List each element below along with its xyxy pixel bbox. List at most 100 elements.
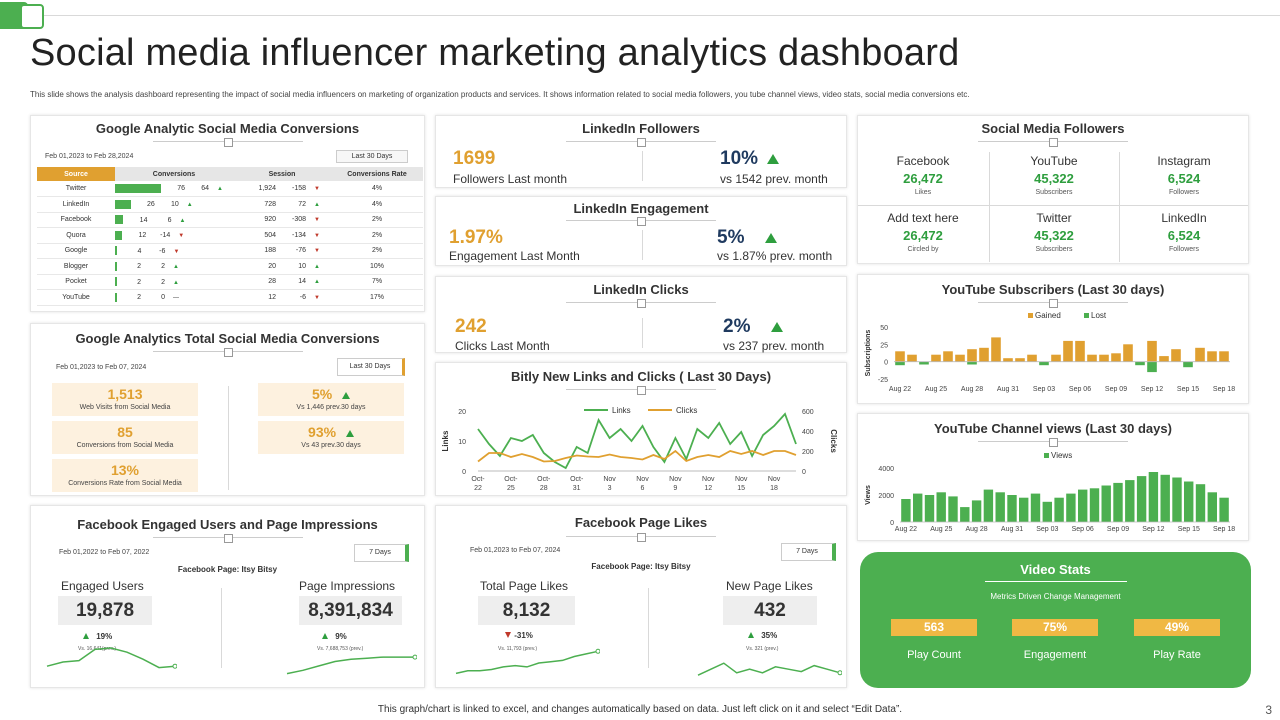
trend-flat-icon: — xyxy=(173,295,179,302)
y-axis-label: Subscriptions xyxy=(865,330,872,377)
col-header-rate: Conversions Rate xyxy=(331,167,423,181)
video-stats-subtitle: Metrics Driven Change Management xyxy=(990,592,1121,601)
x-tick-label: Oct- xyxy=(537,476,551,483)
bar-views xyxy=(1148,472,1159,522)
x-tick-label: Sep 03 xyxy=(1033,386,1055,393)
panel-title: Social Media Followers xyxy=(981,121,1125,136)
legend-label: Clicks xyxy=(676,406,697,415)
panel-title: Google Analytics Total Social Media Conv… xyxy=(75,331,380,346)
legend-label: Links xyxy=(612,406,631,415)
bar-views xyxy=(1066,493,1076,522)
sparkline-end-point xyxy=(595,648,600,654)
x-tick-label: 3 xyxy=(608,485,612,492)
clicks-label: Clicks Last Month xyxy=(455,339,550,353)
divider xyxy=(228,386,229,490)
x-tick-label: 9 xyxy=(673,485,677,492)
period-button[interactable]: 7 Days xyxy=(354,544,409,562)
x-tick-label: Nov xyxy=(768,476,781,483)
x-tick-label: Nov xyxy=(669,476,682,483)
bar-gained xyxy=(1207,351,1217,362)
linkedin-engagement-panel: LinkedIn Engagement 1.97% Engagement Las… xyxy=(435,196,847,266)
series-line-links xyxy=(477,412,797,470)
cell-conv-change: 2 xyxy=(161,263,165,271)
panel-title: YouTube Channel views (Last 30 days) xyxy=(934,421,1172,436)
new-likes-label: New Page Likes xyxy=(726,579,813,593)
title-decoration xyxy=(566,299,716,308)
slide-description: This slide shows the analysis dashboard … xyxy=(30,90,970,99)
total-likes-vs: Vs. 11,793 (prev.) xyxy=(498,646,537,652)
new-likes-vs: Vs. 321 (prev.) xyxy=(746,646,779,652)
cell-session-change: 14 xyxy=(298,278,306,286)
kpi-label: Vs 1,446 prev.30 days xyxy=(296,404,366,411)
bar-views xyxy=(913,493,923,522)
sparkline-end-point xyxy=(837,670,842,676)
divider xyxy=(858,205,1248,206)
y-tick-label: 25 xyxy=(880,342,888,349)
trend-down-icon: ▼ xyxy=(314,248,320,255)
period-button[interactable]: Last 30 Days xyxy=(337,358,405,376)
cell-unit: Subscribers xyxy=(1035,246,1073,253)
cell-name: LinkedIn xyxy=(1161,211,1207,225)
divider xyxy=(989,152,990,262)
title-decoration xyxy=(978,438,1128,447)
cell-source: Pocket xyxy=(37,274,115,290)
cell-source: Google xyxy=(37,243,115,259)
bar-views xyxy=(1113,482,1123,522)
new-likes-pct: 35% xyxy=(761,631,778,640)
cell-conv-change: 10 xyxy=(170,201,179,209)
panel-title: LinkedIn Followers xyxy=(582,121,700,136)
cell-source: Quora xyxy=(37,227,115,244)
cell-rate: 10% xyxy=(331,258,423,275)
cell-name: Add text here xyxy=(887,211,959,225)
panel-title: Bitly New Links and Clicks ( Last 30 Day… xyxy=(510,369,772,384)
y-right-tick-label: 200 xyxy=(802,449,814,456)
trend-down-icon: ▼ xyxy=(314,217,320,224)
cell-session-change: -158 xyxy=(291,185,306,192)
y-tick-label: 50 xyxy=(880,325,888,332)
cell-source: Twitter xyxy=(37,181,115,197)
bar-gained xyxy=(991,337,1001,362)
x-tick-label: Aug 31 xyxy=(997,386,1019,393)
cell-conversions: 12 xyxy=(138,232,147,240)
cell-value: 45,322 xyxy=(1034,171,1074,186)
y-right-axis-label: Clicks xyxy=(829,429,838,453)
trend-up-icon: ▲ xyxy=(186,202,193,209)
title-decoration xyxy=(985,581,1127,582)
x-tick-label: Sep 18 xyxy=(1213,386,1235,393)
bar-views xyxy=(983,489,994,522)
y-left-tick-label: 20 xyxy=(458,409,466,416)
bar-lost xyxy=(1183,361,1193,368)
y-right-tick-label: 0 xyxy=(802,469,806,476)
cell-conv-change: -6 xyxy=(159,247,166,255)
cell-conversions: 2 xyxy=(137,278,141,286)
y-left-axis-label: Links xyxy=(441,430,450,451)
up-arrow-icon xyxy=(770,322,783,332)
impressions-value: 8,391,834 xyxy=(299,596,402,625)
bar-views xyxy=(1125,480,1135,522)
kpi-label: Conversions from Social Media xyxy=(76,442,174,449)
yt-views-panel: YouTube Channel views (Last 30 days) 0 20… xyxy=(857,413,1249,541)
period-button[interactable]: 7 Days xyxy=(781,543,836,561)
period-button[interactable]: Last 30 Days xyxy=(336,150,408,163)
bar-gained xyxy=(1015,358,1025,362)
trend-up-icon: ▲ xyxy=(314,201,320,208)
cell-conversions: 14 xyxy=(139,216,148,224)
trend-down-icon: ▼ xyxy=(314,232,320,239)
bar-views xyxy=(1089,488,1100,523)
cell-session-change: 10 xyxy=(298,262,306,270)
followers-vs: vs 1542 prev. month xyxy=(720,172,828,186)
engagement-value: 75% xyxy=(1012,619,1098,636)
trend-down-icon: ▼ xyxy=(173,248,180,255)
bar-views xyxy=(1030,493,1041,522)
slide-tab-decoration xyxy=(0,2,46,29)
cell-conversions: 26 xyxy=(146,201,155,209)
cell-source: Blogger xyxy=(37,258,115,275)
impressions-vs: Vs. 7,688,753 (prev.) xyxy=(317,646,364,652)
cell-session: 1,924 xyxy=(258,185,276,192)
new-likes-value: 432 xyxy=(723,596,817,625)
table-row: Blogger 2 2 ▲ 20 10 ▲ 10% xyxy=(37,258,423,275)
bar-views xyxy=(1160,474,1170,523)
x-tick-label: Sep 15 xyxy=(1178,526,1200,533)
yt-subscribers-chart: -25 0 25 50 Subscriptions Gained Lost Aug 22 Aug… xyxy=(865,311,1235,393)
y-right-tick-label: 600 xyxy=(802,409,814,416)
